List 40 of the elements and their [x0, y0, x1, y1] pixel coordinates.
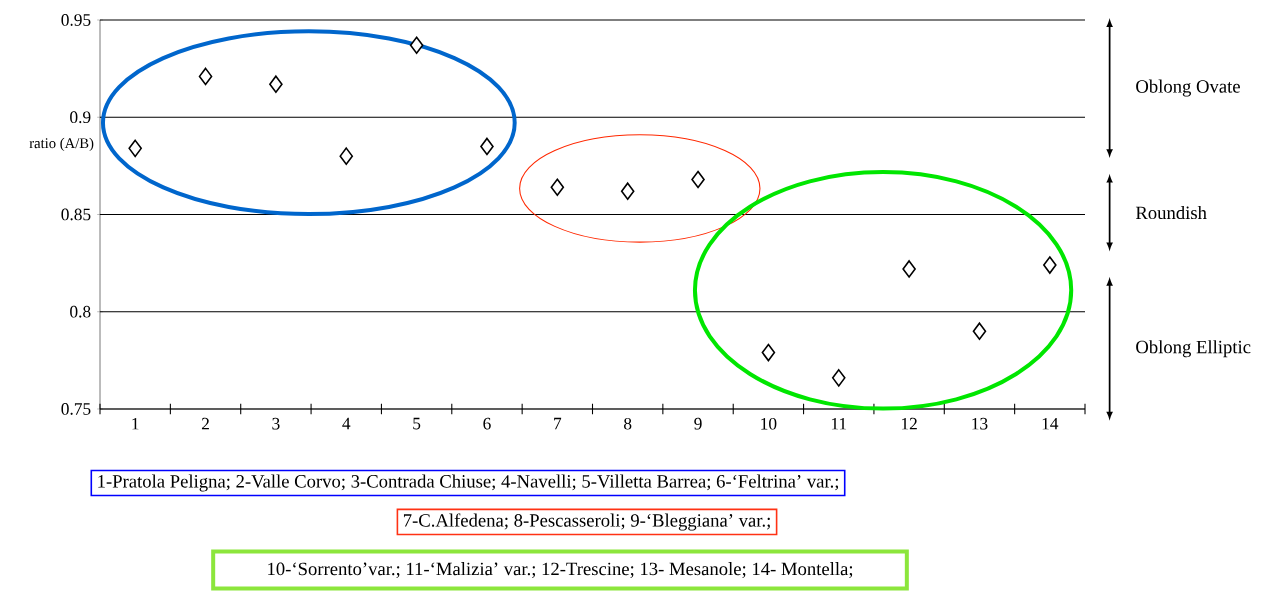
y-tick-label: 0.85 — [61, 208, 91, 221]
x-tick-label: 6 — [483, 417, 491, 430]
x-tick-label: 3 — [272, 417, 280, 430]
point — [761, 343, 776, 362]
y-tick-label: 0.8 — [70, 305, 91, 318]
y-tick-label: 0.9 — [70, 111, 91, 124]
text: Oblong Elliptic — [1136, 340, 1251, 358]
point — [972, 322, 987, 340]
point — [831, 369, 846, 387]
x-tick-label: 8 — [624, 417, 632, 430]
point — [198, 67, 213, 86]
text: Oblong Ovate — [1136, 79, 1240, 97]
point — [550, 178, 565, 197]
point — [269, 75, 283, 93]
x-tick-label: 7 — [554, 417, 562, 430]
x-tick-label: 2 — [201, 417, 209, 430]
text: 10-‘Sorrento’var.; 11-‘Malizia’ var.; 12-Trescine; 13- Mesanole; 14- Montella; — [268, 562, 853, 578]
point — [620, 182, 635, 200]
point — [409, 36, 424, 55]
x-tick-label: 11 — [831, 417, 847, 430]
point — [902, 260, 916, 278]
x-tick-label: 4 — [342, 417, 351, 430]
x-tick-label: 10 — [761, 417, 777, 430]
x-tick-label: 13 — [972, 417, 988, 430]
point — [1043, 256, 1057, 274]
x-tick-label: 9 — [694, 417, 702, 430]
text: 7-C.Alfedena; 8-Pescasseroli; 9-‘Bleggiana’ var.; — [403, 513, 770, 531]
y-axis-title: ratio (A/B) — [29, 137, 94, 152]
y-tick-label: 0.95 — [61, 14, 91, 26]
point — [691, 170, 705, 189]
text: Roundish — [1135, 205, 1207, 220]
y-tick-label: 0.75 — [61, 403, 91, 415]
point — [480, 137, 494, 156]
x-tick-label: 12 — [901, 417, 917, 430]
text: 1-Pratola Peligna; 2-Valle Corvo; 3-Contrada Chiuse; 4-Navelli; 5-Villetta Barrea; 6-‘Feltrina’ var.; — [98, 474, 839, 492]
point — [128, 139, 142, 158]
x-tick-label: 1 — [132, 417, 139, 430]
x-tick-label: 5 — [413, 417, 421, 430]
point — [339, 147, 354, 165]
x-tick-label: 14 — [1042, 417, 1059, 430]
